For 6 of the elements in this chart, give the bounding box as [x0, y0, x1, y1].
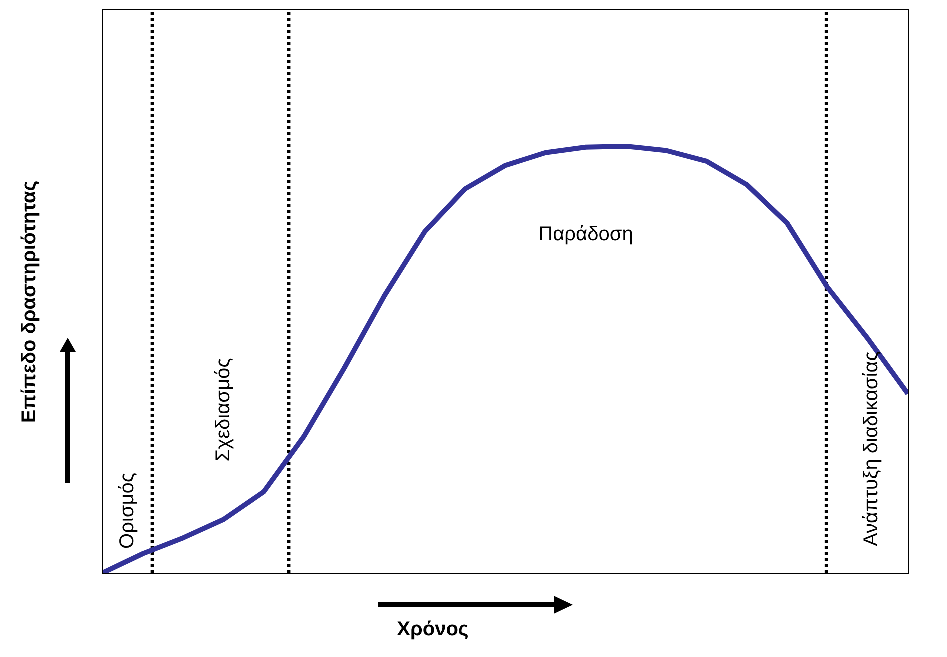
x-axis-title: Χρόνος	[397, 618, 469, 642]
annotation: Παράδοση	[538, 224, 634, 247]
y-axis-title: Επίπεδο δραστηριότητας	[18, 180, 42, 423]
annotation: Ορισμός	[116, 473, 140, 550]
annotation: Ανάπτυξη διαδικασίας	[860, 352, 884, 547]
annotation: Σχεδιασμός	[212, 358, 236, 462]
